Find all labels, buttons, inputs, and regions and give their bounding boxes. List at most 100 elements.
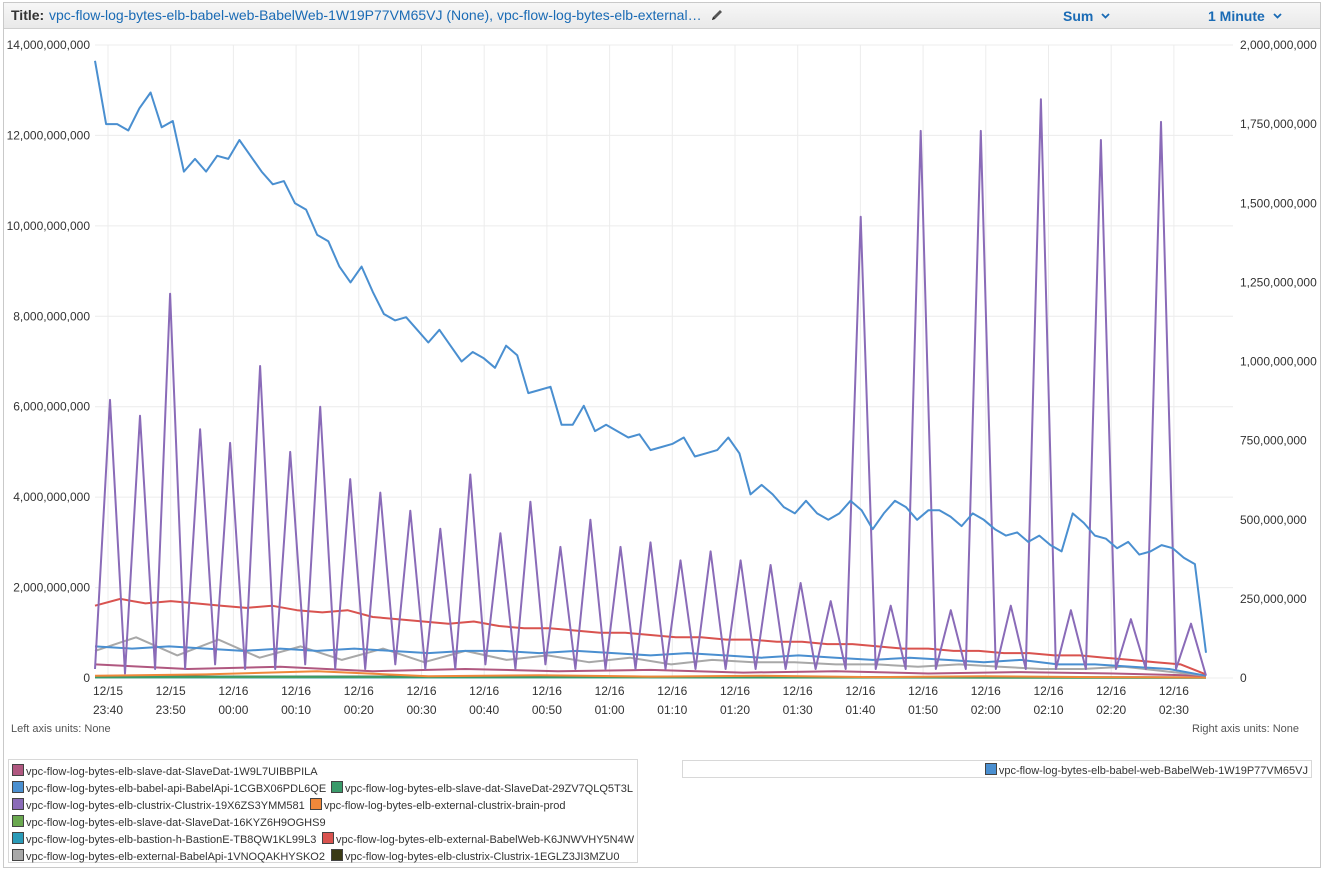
x-tick-label: 00:30 (406, 703, 436, 717)
line-chart: 12/15 23:40 12/15 23:50 12/16 00:00 12/16 00:10… (7, 38, 1317, 717)
right-axis-units: Right axis units: None (1192, 723, 1299, 735)
x-tick-label: 12/16 (281, 684, 311, 698)
legend-item[interactable]: vpc-flow-log-bytes-elb-slave-dat-SlaveDa… (331, 781, 633, 795)
legend-label: vpc-flow-log-bytes-elb-clustrix-Clustrix… (345, 851, 620, 863)
x-tick-label: 12/16 (344, 684, 374, 698)
legend-right-axis: vpc-flow-log-bytes-elb-babel-web-BabelWe… (682, 760, 1312, 778)
x-tick-label: 12/16 (218, 684, 248, 698)
legend-item[interactable]: vpc-flow-log-bytes-elb-clustrix-Clustrix… (12, 798, 305, 812)
x-tick-label: 12/16 (1096, 684, 1126, 698)
x-tick-label: 12/16 (845, 684, 875, 698)
chevron-down-icon (1273, 6, 1282, 22)
right-y-tick-label: 500,000,000 (1240, 513, 1307, 527)
right-y-tick-label: 1,000,000,000 (1240, 355, 1317, 369)
x-tick-label: 12/16 (971, 684, 1001, 698)
pencil-icon[interactable] (710, 8, 724, 22)
left-axis-units: Left axis units: None (11, 723, 111, 735)
graph-title-bar: Title: vpc-flow-log-bytes-elb-babel-web-… (4, 3, 1320, 29)
x-tick-label: 12/16 (532, 684, 562, 698)
legend-item[interactable]: vpc-flow-log-bytes-elb-babel-api-BabelAp… (12, 781, 326, 795)
legend-item[interactable]: vpc-flow-log-bytes-elb-external-clustrix… (310, 798, 565, 812)
legend-label: vpc-flow-log-bytes-elb-external-BabelApi… (26, 851, 325, 863)
legend-swatch (12, 849, 24, 861)
right-y-tick-label: 750,000,000 (1240, 434, 1307, 448)
period-dropdown[interactable]: 1 Minute (1208, 6, 1282, 24)
x-tick-label: 00:40 (469, 703, 499, 717)
x-tick-label: 12/15 (156, 684, 186, 698)
x-tick-label: 23:50 (156, 703, 186, 717)
x-tick-label: 12/16 (469, 684, 499, 698)
x-tick-label: 12/16 (1033, 684, 1063, 698)
series-line (94, 60, 1207, 653)
x-tick-label: 12/16 (908, 684, 938, 698)
legend-item[interactable]: vpc-flow-log-bytes-elb-bastion-h-Bastion… (12, 832, 316, 846)
series-line (94, 636, 1207, 677)
legend-label: vpc-flow-log-bytes-elb-slave-dat-SlaveDa… (345, 783, 633, 795)
legend-swatch (12, 815, 24, 827)
left-y-tick-label: 14,000,000,000 (7, 38, 91, 52)
legend-item[interactable]: vpc-flow-log-bytes-elb-slave-dat-SlaveDa… (12, 815, 326, 829)
legend-swatch (331, 781, 343, 793)
right-y-tick-label: 250,000,000 (1240, 592, 1307, 606)
legend-swatch (310, 798, 322, 810)
chevron-down-icon (1101, 6, 1110, 22)
legend-swatch (12, 832, 24, 844)
x-tick-label: 01:50 (908, 703, 938, 717)
legend-label: vpc-flow-log-bytes-elb-babel-web-BabelWe… (998, 765, 1308, 777)
right-y-tick-label: 2,000,000,000 (1240, 38, 1317, 52)
x-tick-label: 12/16 (783, 684, 813, 698)
x-tick-label: 00:00 (218, 703, 248, 717)
left-y-tick-label: 10,000,000,000 (7, 219, 91, 233)
legend-item[interactable]: vpc-flow-log-bytes-elb-external-BabelWeb… (322, 832, 634, 846)
x-tick-label: 12/16 (720, 684, 750, 698)
period-value: 1 Minute (1208, 8, 1265, 24)
legend-swatch (984, 763, 997, 775)
legend-swatch (12, 781, 24, 793)
x-tick-label: 01:10 (657, 703, 687, 717)
x-tick-label: 12/15 (93, 684, 123, 698)
legend-label: vpc-flow-log-bytes-elb-clustrix-Clustrix… (26, 800, 305, 812)
x-tick-label: 12/16 (1159, 684, 1189, 698)
series-line (94, 645, 1207, 677)
series-line (94, 670, 1207, 679)
x-tick-label: 01:00 (595, 703, 625, 717)
right-y-tick-label: 0 (1240, 671, 1247, 685)
x-tick-label: 02:00 (971, 703, 1001, 717)
statistic-dropdown[interactable]: Sum (1063, 6, 1110, 24)
x-tick-label: 01:20 (720, 703, 750, 717)
x-tick-label: 00:20 (344, 703, 374, 717)
left-y-tick-label: 6,000,000,000 (13, 400, 90, 414)
x-tick-label: 00:10 (281, 703, 311, 717)
legend-label: vpc-flow-log-bytes-elb-external-clustrix… (324, 800, 566, 812)
x-tick-label: 02:30 (1159, 703, 1189, 717)
x-tick-label: 12/16 (406, 684, 436, 698)
legend-item[interactable]: vpc-flow-log-bytes-elb-babel-web-BabelWe… (984, 763, 1308, 777)
x-tick-label: 00:50 (532, 703, 562, 717)
title-label: Title: (11, 7, 45, 23)
left-y-tick-label: 2,000,000,000 (13, 581, 90, 595)
legend-item[interactable]: vpc-flow-log-bytes-elb-external-BabelApi… (12, 849, 325, 863)
legend-label: vpc-flow-log-bytes-elb-slave-dat-SlaveDa… (26, 817, 326, 829)
legend-swatch (12, 764, 24, 776)
legend-label: vpc-flow-log-bytes-elb-external-BabelWeb… (336, 834, 635, 846)
legend-left-axis: vpc-flow-log-bytes-elb-slave-dat-SlaveDa… (8, 759, 638, 863)
legend-swatch (331, 849, 343, 861)
legend-label: vpc-flow-log-bytes-elb-slave-dat-SlaveDa… (26, 766, 318, 778)
legend-item[interactable]: vpc-flow-log-bytes-elb-clustrix-Clustrix… (331, 849, 619, 863)
left-y-tick-label: 12,000,000,000 (7, 128, 91, 142)
x-tick-label: 02:20 (1096, 703, 1126, 717)
legend-label: vpc-flow-log-bytes-elb-babel-api-BabelAp… (26, 783, 327, 795)
x-tick-label: 12/16 (657, 684, 687, 698)
right-y-tick-label: 1,250,000,000 (1240, 275, 1317, 289)
x-tick-label: 12/16 (595, 684, 625, 698)
legend-swatch (12, 798, 24, 810)
left-y-tick-label: 8,000,000,000 (13, 309, 90, 323)
right-y-tick-label: 1,750,000,000 (1240, 117, 1317, 131)
left-y-tick-label: 4,000,000,000 (13, 490, 90, 504)
right-y-tick-label: 1,500,000,000 (1240, 196, 1317, 210)
statistic-value: Sum (1063, 8, 1094, 24)
x-tick-label: 23:40 (93, 703, 123, 717)
legend-item[interactable]: vpc-flow-log-bytes-elb-slave-dat-SlaveDa… (12, 764, 318, 778)
series-line (94, 98, 1207, 676)
x-tick-label: 02:10 (1033, 703, 1063, 717)
